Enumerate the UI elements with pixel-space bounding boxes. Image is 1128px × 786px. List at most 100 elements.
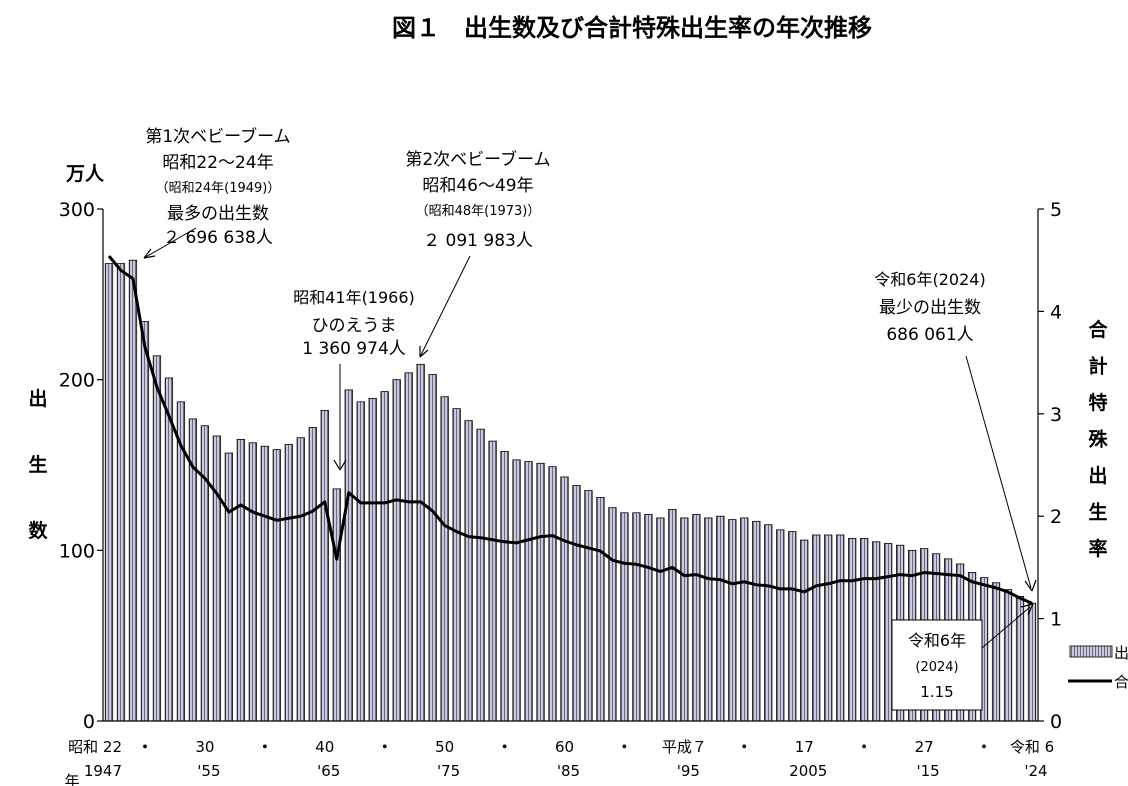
birth-bar-1984: [548, 466, 557, 722]
left-axis-label-char: 生: [28, 453, 47, 476]
boom1-arrowhead: [143, 248, 156, 259]
birth-bar-1969: [368, 398, 377, 722]
birth-bar-1988: [596, 497, 605, 722]
boom1-annotation-line: 最多の出生数: [167, 204, 269, 224]
r6-births-annotation-line: 令和6年(2024): [874, 270, 985, 289]
birth-bar-2007: [824, 534, 833, 722]
right-axis-label-char: 計: [1088, 355, 1107, 378]
x-label-year: '75: [437, 762, 460, 780]
birth-bar-1950: [140, 321, 150, 722]
r6-rate-annotation-line: 令和6年: [908, 631, 966, 650]
right-axis-label-char: 生: [1088, 501, 1107, 524]
birth-bar-2002: [764, 524, 773, 722]
x-label-year: 2005: [789, 762, 827, 780]
hinoe-annotation-line: ひのえうま: [312, 316, 397, 336]
birth-bar-2001: [752, 520, 761, 722]
left-tick-label: 0: [83, 711, 95, 733]
birth-bar-1961: [272, 449, 281, 722]
right-tick-label: 4: [1050, 301, 1062, 323]
birth-bar-1996: [692, 514, 701, 722]
boom2-arrowhead: [419, 346, 429, 358]
boom1-arrow: [143, 227, 197, 259]
birth-bar-1952: [164, 377, 174, 722]
birth-bar-2022: [1003, 589, 1013, 722]
birth-bar-1982: [524, 461, 533, 722]
x-label-dot: ・: [737, 738, 752, 756]
r6-rate-arrow: [981, 606, 1031, 649]
left-axis-unit: 万人: [65, 163, 105, 185]
birth-bar-2003: [776, 529, 785, 722]
boom2-annotation-line: 第2次ベビーブーム: [405, 149, 550, 170]
x-label-year: '55: [197, 762, 220, 780]
birth-bar-1983: [536, 462, 545, 722]
birth-bar-1951: [152, 355, 162, 722]
bar-series: [104, 259, 1037, 722]
birth-bar-2011: [872, 541, 881, 722]
left-axis-label-char: 数: [28, 519, 48, 542]
x-label-dot: ・: [377, 738, 392, 756]
birth-bar-1971: [392, 379, 401, 722]
right-axis-label-char: 合: [1088, 318, 1108, 341]
birth-bar-1985: [560, 476, 569, 722]
rate-series: [107, 255, 1033, 605]
birth-bar-1962: [284, 444, 293, 722]
birth-bar-1963: [296, 437, 305, 722]
birth-bar-1965: [320, 409, 329, 722]
birth-bar-1947: [104, 263, 114, 722]
birth-bar-1979: [488, 440, 497, 722]
x-label-era: 40: [315, 738, 334, 756]
r6-rate-annotation-line: (2024): [915, 660, 958, 675]
x-label-year: '65: [317, 762, 340, 780]
birth-bar-1998: [716, 515, 725, 722]
birth-bar-1992: [644, 514, 653, 722]
legend-entry: 合: [1114, 673, 1128, 691]
r6-rate-annotation-line: 1.15: [920, 683, 953, 701]
birth-bar-2008: [836, 534, 845, 722]
r6-rate-arrowhead: [1020, 603, 1034, 616]
birth-bar-1956: [212, 435, 221, 722]
x-label-year: '95: [677, 762, 700, 780]
birth-bar-1978: [476, 428, 485, 722]
right-tick-label: 2: [1050, 506, 1062, 528]
birth-bar-1966: [332, 488, 341, 722]
birth-bar-1960: [260, 445, 269, 722]
x-label-year-char: 年: [64, 772, 79, 786]
left-tick-label: 100: [59, 540, 95, 562]
birth-bar-1989: [608, 507, 617, 722]
right-axis-label-char: 出: [1088, 464, 1107, 487]
birth-bar-2000: [740, 517, 749, 722]
birth-bar-1976: [452, 408, 461, 722]
x-label-era: 50: [435, 738, 454, 756]
x-label-era: 27: [915, 738, 934, 756]
x-label-year: '24: [1024, 762, 1047, 780]
right-tick-label: 5: [1050, 199, 1062, 221]
birth-bar-2006: [812, 534, 821, 722]
x-label-dot: ・: [497, 738, 512, 756]
left-axis-label-char: 出: [28, 387, 47, 410]
x-label-era: 令和 6: [1010, 738, 1054, 756]
x-label-era: 30: [195, 738, 214, 756]
birth-bar-2024: [1027, 602, 1037, 722]
x-label-dot: ・: [137, 738, 152, 756]
r6-births-arrow: [965, 355, 1032, 589]
birth-bar-1980: [500, 450, 509, 722]
birth-bar-1964: [308, 427, 317, 722]
right-tick-label: 0: [1050, 711, 1062, 733]
birth-bar-1959: [248, 442, 257, 722]
r6-births-annotation-line: 最少の出生数: [879, 298, 981, 318]
legend: 出合: [1068, 644, 1128, 691]
hinoe-annotation-line: 昭和41年(1966): [293, 288, 415, 307]
birth-bar-2021: [991, 582, 1001, 722]
boom2-annotation-line: （昭和48年(1973)）: [416, 204, 541, 219]
birth-bar-2004: [788, 531, 797, 722]
right-axis-label-char: 殊: [1088, 428, 1108, 451]
legend-entry: 出: [1114, 644, 1128, 662]
hinoe-annotation-line: 1 360 974人: [302, 339, 406, 359]
chart-title: 図１ 出生数及び合計特殊出生率の年次推移: [392, 14, 872, 42]
x-label-dot: ・: [857, 738, 872, 756]
birth-bar-1948: [116, 263, 126, 722]
birth-bar-1968: [356, 401, 365, 722]
birth-bar-1973: [416, 363, 425, 722]
r6-births-annotation-line: 686 061人: [886, 325, 973, 345]
